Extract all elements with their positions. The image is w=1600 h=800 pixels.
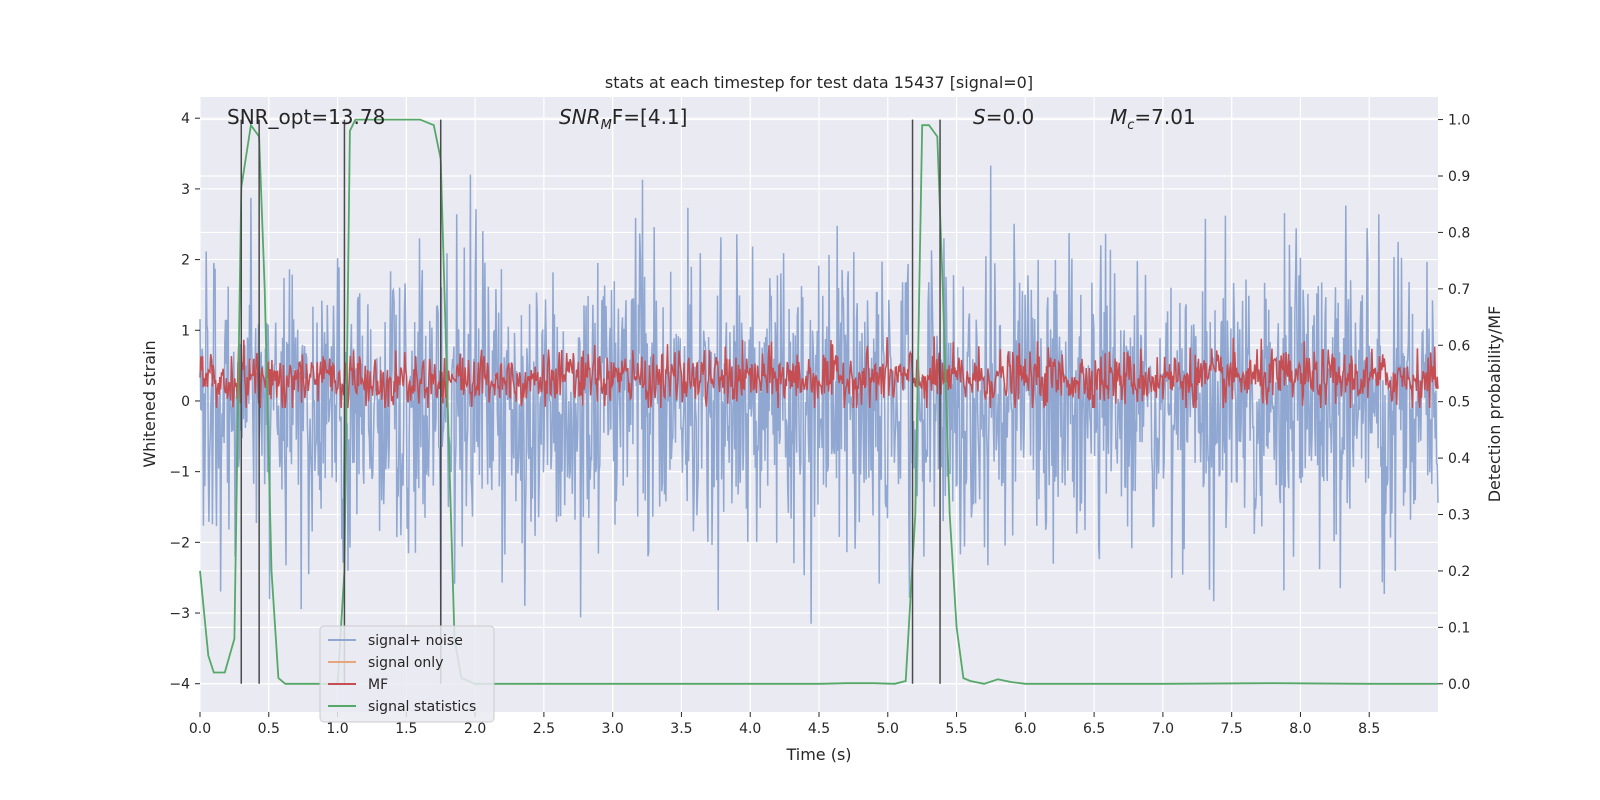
annotation-snr-mf-rest: F=[4.1] xyxy=(612,105,688,129)
x-tick-label: 6.0 xyxy=(1014,721,1036,737)
y-right-tick-label: 1.0 xyxy=(1448,113,1470,129)
x-tick-label: 1.0 xyxy=(326,721,348,737)
y-right-tick-label: 0.3 xyxy=(1448,508,1470,524)
legend-label-signal-noise: signal+ noise xyxy=(368,633,463,649)
x-tick-label: 5.5 xyxy=(945,721,967,737)
x-tick-label: 3.5 xyxy=(670,721,692,737)
x-tick-label: 2.0 xyxy=(464,721,486,737)
x-tick-label: 8.5 xyxy=(1358,721,1380,737)
y-tick-label: −3 xyxy=(169,606,190,622)
x-tick-label: 4.0 xyxy=(739,721,761,737)
x-tick-label: 4.5 xyxy=(808,721,830,737)
x-tick-label: 7.0 xyxy=(1152,721,1174,737)
annotation-mc: Mc=7.01 xyxy=(1110,105,1196,133)
annotation-s-name: S xyxy=(973,105,986,129)
x-tick-label: 0.5 xyxy=(258,721,280,737)
y-tick-label: 1 xyxy=(181,323,190,339)
y-right-tick-label: 0.4 xyxy=(1448,451,1470,467)
x-tick-label: 8.0 xyxy=(1289,721,1311,737)
y-right-tick-label: 0.7 xyxy=(1448,282,1470,298)
x-tick-label: 5.0 xyxy=(877,721,899,737)
mf-line xyxy=(199,336,1439,409)
legend-label-signal-statistics: signal statistics xyxy=(368,699,476,715)
y-tick-label: 3 xyxy=(181,182,190,198)
y-tick-label: −4 xyxy=(169,677,190,693)
annotation-s: S=0.0 xyxy=(973,105,1034,129)
y-right-axis-ticks: 0.0 0.1 0.2 0.3 0.4 0.5 0.6 0.7 0.8 0.9 1.0 xyxy=(1438,113,1470,693)
x-tick-label: 2.5 xyxy=(533,721,555,737)
x-tick-label: 7.5 xyxy=(1221,721,1243,737)
legend-box xyxy=(319,625,495,723)
vertical-markers xyxy=(240,119,941,684)
legend-label-mf: MF xyxy=(368,677,388,693)
y-right-tick-label: 0.6 xyxy=(1448,338,1470,354)
y-tick-label: 4 xyxy=(181,111,190,127)
x-tick-label: 1.5 xyxy=(395,721,417,737)
mf-series xyxy=(199,336,1439,409)
chart-title: stats at each timestep for test data 154… xyxy=(605,73,1033,92)
y-right-tick-label: 0.1 xyxy=(1448,620,1470,636)
legend: signal+ noise signal only MF signal stat… xyxy=(319,625,495,723)
annotation-mc-sub: c xyxy=(1127,118,1134,133)
y-tick-label: 0 xyxy=(181,394,190,410)
y-axis-label: Whitened strain xyxy=(140,340,159,467)
y-tick-label: −2 xyxy=(169,535,190,551)
annotation-mc-value: =7.01 xyxy=(1134,105,1195,129)
x-axis-label: Time (s) xyxy=(785,745,851,764)
annotation-mc-name: M xyxy=(1110,105,1127,129)
y-tick-label: 2 xyxy=(181,253,190,269)
annotation-s-value: =0.0 xyxy=(986,105,1035,129)
x-tick-label: 0.0 xyxy=(189,721,211,737)
x-tick-label: 3.0 xyxy=(602,721,624,737)
legend-label-signal-only: signal only xyxy=(368,655,443,671)
y-right-tick-label: 0.9 xyxy=(1448,169,1470,185)
y-right-tick-label: 0.5 xyxy=(1448,395,1470,411)
x-tick-label: 6.5 xyxy=(1083,721,1105,737)
y-tick-label: −1 xyxy=(169,465,190,481)
annotation-snr-mf: SNRMF=[4.1] xyxy=(559,105,687,133)
y-right-tick-label: 0.8 xyxy=(1448,225,1470,241)
x-axis-ticks: 0.0 0.5 1.0 1.5 2.0 2.5 3.0 3.5 4.0 4.5 5.0 5.5 6.0 6… xyxy=(189,712,1380,737)
y-right-axis-label: Detection probability/MF xyxy=(1485,306,1504,503)
annotation-snr-mf-sub: M xyxy=(601,118,612,133)
y-axis-ticks: −4 −3 −2 −1 0 1 2 3 4 xyxy=(169,111,200,693)
y-right-tick-label: 0.2 xyxy=(1448,564,1470,580)
y-right-tick-label: 0.0 xyxy=(1448,677,1470,693)
annotation-snr-mf-name: SNR xyxy=(559,105,601,129)
annotation-snr-opt: SNR_opt=13.78 xyxy=(227,105,385,129)
